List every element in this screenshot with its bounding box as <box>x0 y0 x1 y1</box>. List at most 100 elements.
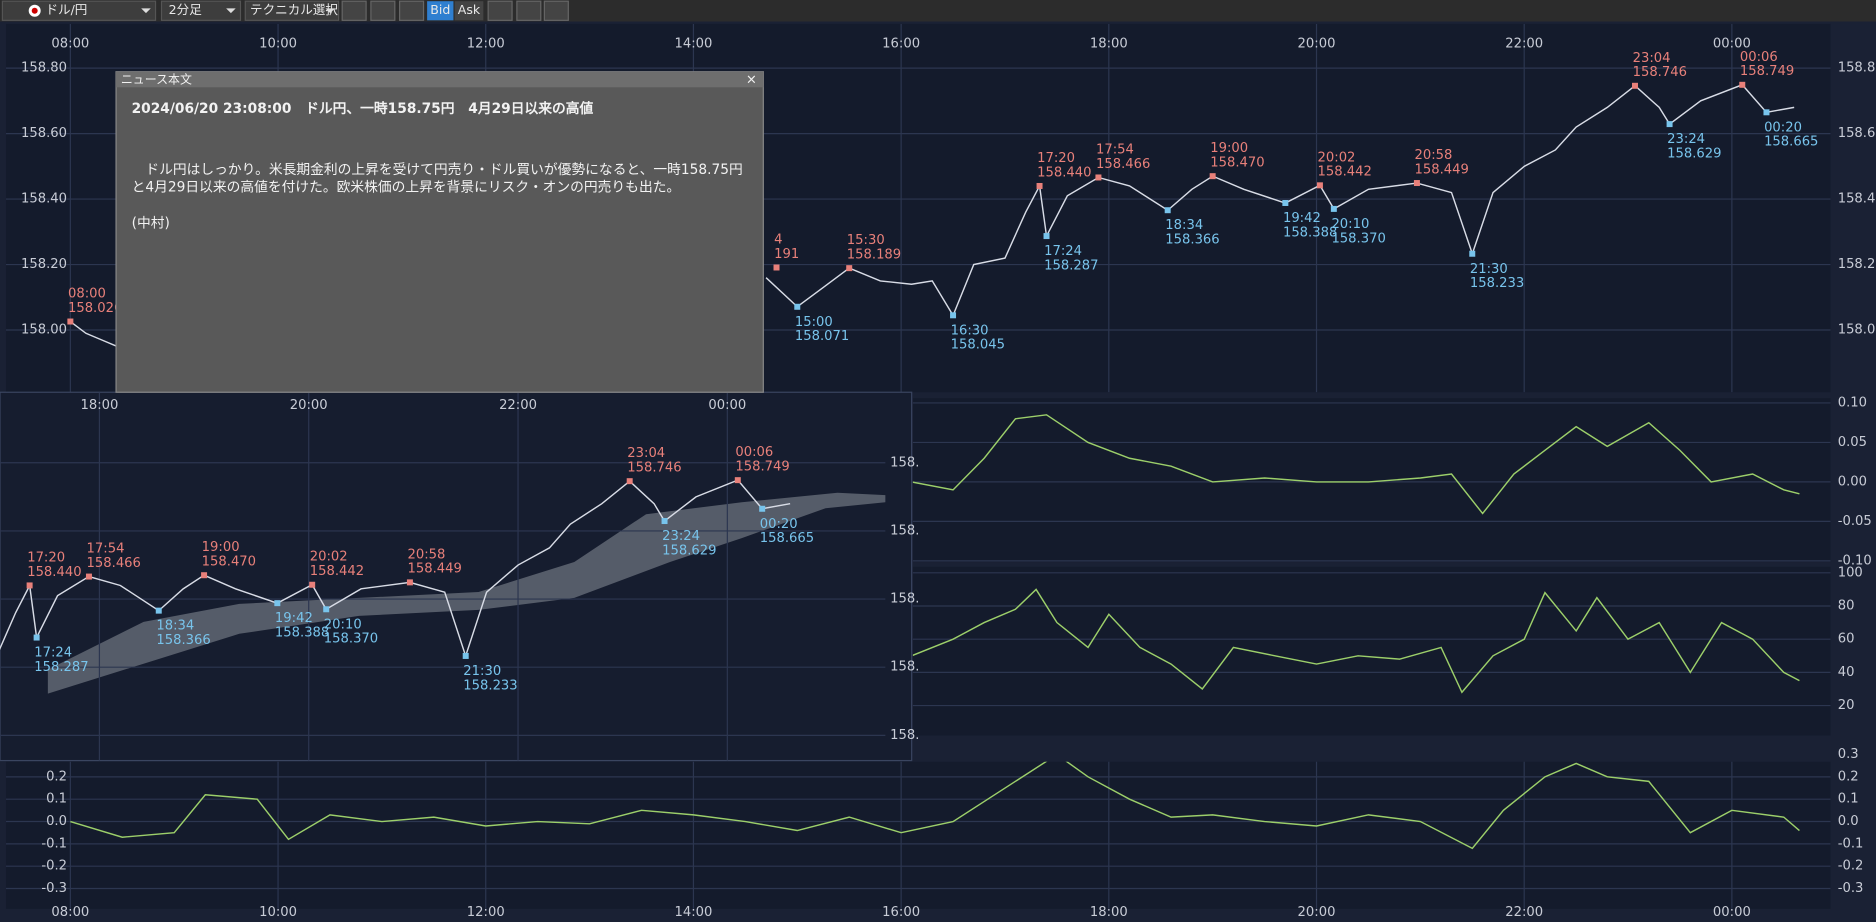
y-tick-label: 20 <box>1838 698 1855 713</box>
extreme-price: 158.287 <box>34 660 88 675</box>
series-line <box>69 83 1795 348</box>
y-tick-label: 60 <box>1838 632 1855 647</box>
extreme-price: 158.629 <box>662 543 716 558</box>
extreme-time: 17:24 <box>1044 244 1082 259</box>
technical-select[interactable] <box>244 0 340 21</box>
extreme-marker <box>1164 207 1171 214</box>
extreme-time: 16:30 <box>951 323 989 338</box>
y-tick-label: 158.00 <box>21 323 67 338</box>
extreme-price: 158.442 <box>1318 165 1372 180</box>
extreme-marker <box>626 478 633 485</box>
extreme-marker <box>794 303 801 310</box>
rsi-chart: 100 80 60 40 20 <box>912 565 1863 713</box>
zoom-in-button[interactable] <box>543 0 569 21</box>
bottom-chart: 0.30.30.20.20.10.10.00.0-0.1-0.1-0.2-0.2… <box>5 747 1864 920</box>
y-tick-label: 0.00 <box>1838 474 1867 489</box>
extreme-price: 158.366 <box>1165 233 1219 248</box>
indicator-button[interactable] <box>487 0 513 21</box>
x-tick-label: 14:00 <box>674 37 712 52</box>
x-tick-label: 16:00 <box>882 905 920 920</box>
y-tick-label: 158.00 <box>1838 323 1876 338</box>
bid-label: Bid <box>430 2 450 17</box>
y-tick-label: -0.2 <box>1838 859 1864 874</box>
zoom-out-button[interactable] <box>516 0 542 21</box>
extreme-marker <box>759 505 766 512</box>
y-tick-label: 158. <box>890 728 919 743</box>
extreme-time: 17:54 <box>1096 142 1134 157</box>
y-tick-label: 158.20 <box>1838 257 1876 272</box>
extreme-time: 15:00 <box>795 315 833 330</box>
bid-button[interactable] <box>427 1 454 21</box>
extreme-marker <box>950 312 957 319</box>
ask-button[interactable] <box>454 1 484 21</box>
dropdown-arrow <box>141 8 151 14</box>
x-tick-label: 10:00 <box>259 905 297 920</box>
news-window: ニュース本文 × 2024/06/20 23:08:00 ドル円、一時158.7… <box>115 71 764 393</box>
extreme-time: 17:54 <box>87 542 125 557</box>
extreme-time: 17:24 <box>34 646 72 661</box>
timeframe-select[interactable] <box>160 0 242 21</box>
extreme-price: 158.749 <box>735 459 789 474</box>
extreme-price: 158.665 <box>760 531 814 546</box>
y-tick-label: 158.40 <box>21 192 67 207</box>
series-line <box>912 588 1800 694</box>
extreme-marker <box>661 518 668 525</box>
extreme-marker <box>1282 200 1289 206</box>
extreme-time: 00:06 <box>1740 50 1778 65</box>
extreme-time: 21:30 <box>463 664 501 679</box>
extreme-price: 158.746 <box>627 461 681 476</box>
extreme-marker <box>462 652 469 659</box>
extreme-marker <box>201 572 208 579</box>
macd-panel <box>912 398 1831 563</box>
ichimoku-cloud <box>47 492 886 694</box>
extreme-price: 158.629 <box>1667 146 1721 161</box>
extreme-marker <box>1632 82 1638 89</box>
extreme-marker <box>1036 182 1043 189</box>
plot-area <box>912 402 1831 562</box>
draw-button[interactable] <box>341 0 367 21</box>
news-frame <box>115 71 764 393</box>
y-tick-label: -0.1 <box>41 836 67 851</box>
extreme-marker <box>1095 174 1102 181</box>
extreme-time: 19:42 <box>1283 211 1321 226</box>
extreme-price: 158.189 <box>847 248 901 263</box>
chart-type-button[interactable] <box>399 0 425 21</box>
toolbar: ドル/円 2分足 テクニカル選択 Bid Ask <box>0 0 1876 22</box>
y-tick-label: 0.1 <box>1838 792 1859 807</box>
series-line <box>0 479 791 659</box>
y-tick-label: 158.40 <box>1838 192 1876 207</box>
extreme-marker <box>734 477 741 484</box>
close-button[interactable]: × <box>746 73 757 88</box>
y-tick-label: 158. <box>890 455 919 470</box>
y-tick-label: 158.80 <box>1838 61 1876 76</box>
extreme-time: 08:00 <box>68 287 106 302</box>
x-tick-label: 00:00 <box>1713 37 1751 52</box>
extreme-price: 158.366 <box>156 633 210 648</box>
y-tick-label: -0.3 <box>1838 881 1864 896</box>
pair-select[interactable] <box>1 0 157 21</box>
x-tick-label: 00:00 <box>1713 905 1751 920</box>
y-tick-label: 158.60 <box>1838 126 1876 141</box>
extreme-price: 158.442 <box>310 564 364 579</box>
plot-area <box>5 761 1831 909</box>
extreme-price: 158.665 <box>1764 135 1818 150</box>
y-tick-label: -0.10 <box>1838 553 1872 568</box>
extreme-time: 19:42 <box>275 611 313 626</box>
extreme-marker <box>846 265 853 272</box>
series-line <box>70 761 1800 850</box>
extreme-price: 158.026 <box>68 301 122 316</box>
news-body-line: ドル円はしっかり。米長期金利の上昇を受けて円売り・ドル買いが優勢になると、一時1… <box>132 162 743 178</box>
extreme-price: 158.470 <box>1210 156 1264 171</box>
timeframe-label: 2分足 <box>169 2 203 17</box>
extreme-price: 158.370 <box>1331 231 1385 246</box>
news-window-title: ニュース本文 <box>121 72 192 87</box>
y-tick-label: 0.0 <box>1838 814 1859 829</box>
x-tick-label: 14:00 <box>674 905 712 920</box>
extreme-marker <box>1330 205 1337 212</box>
y-tick-label: -0.1 <box>1838 836 1864 851</box>
x-tick-label: 20:00 <box>1298 37 1336 52</box>
info-button[interactable] <box>370 0 396 21</box>
news-author: (中村) <box>132 216 170 232</box>
